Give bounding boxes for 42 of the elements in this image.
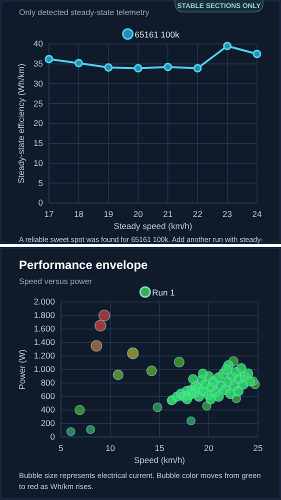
- x-tick-label: 25: [253, 443, 263, 454]
- x-tick-label: 24: [252, 209, 262, 220]
- y-tick-label: 0: [50, 432, 56, 442]
- chart-title: Performance envelope: [19, 258, 148, 272]
- y-tick-label: 600: [40, 391, 56, 402]
- y-tick-label: 35: [34, 58, 44, 69]
- y-tick-label: 10: [34, 158, 44, 168]
- y-tick-label: 0: [38, 198, 44, 208]
- y-tick-label: 800: [40, 378, 56, 388]
- x-tick-label: 23: [222, 209, 232, 220]
- y-axis-title: Power (W): [17, 349, 27, 390]
- y-tick-label: 5: [38, 178, 44, 188]
- x-tick-label: 17: [44, 209, 54, 220]
- y-tick-label: 2.000: [34, 296, 56, 307]
- x-tick-label: 22: [192, 209, 203, 220]
- y-tick-label: 200: [40, 418, 56, 428]
- y-tick-label: 25: [34, 98, 44, 108]
- legend-label: 65161 100k: [134, 30, 180, 40]
- y-tick-label: 1.000: [34, 364, 56, 374]
- chart-subtitle: Only detected steady-state telemetry: [19, 8, 150, 17]
- x-tick-label: 20: [204, 443, 214, 454]
- x-tick-label: 20: [133, 209, 144, 220]
- y-tick-label: 1.400: [34, 337, 56, 348]
- y-axis-title: Steady-state efficiency (Wh/km): [16, 63, 26, 184]
- x-tick-label: 19: [104, 209, 114, 220]
- legend-label: Run 1: [152, 288, 176, 298]
- y-tick-label: 1.800: [34, 310, 56, 320]
- y-tick-label: 30: [34, 78, 44, 88]
- x-axis-title: Speed (km/h): [134, 455, 186, 465]
- x-tick-label: 10: [106, 443, 116, 454]
- x-tick-label: 21: [163, 209, 173, 220]
- x-tick-label: 5: [58, 443, 64, 454]
- y-tick-label: 20: [34, 118, 44, 128]
- chart-subtitle: Speed versus power: [19, 277, 92, 286]
- x-axis-title: Steady speed (km/h): [114, 221, 192, 231]
- y-tick-label: 1.200: [34, 350, 56, 361]
- y-tick-label: 40: [34, 38, 44, 49]
- y-tick-label: 400: [40, 404, 56, 415]
- x-tick-label: 18: [74, 209, 84, 220]
- y-tick-label: 15: [34, 138, 44, 148]
- y-tick-label: 1.600: [34, 324, 56, 334]
- x-tick-label: 15: [154, 443, 164, 454]
